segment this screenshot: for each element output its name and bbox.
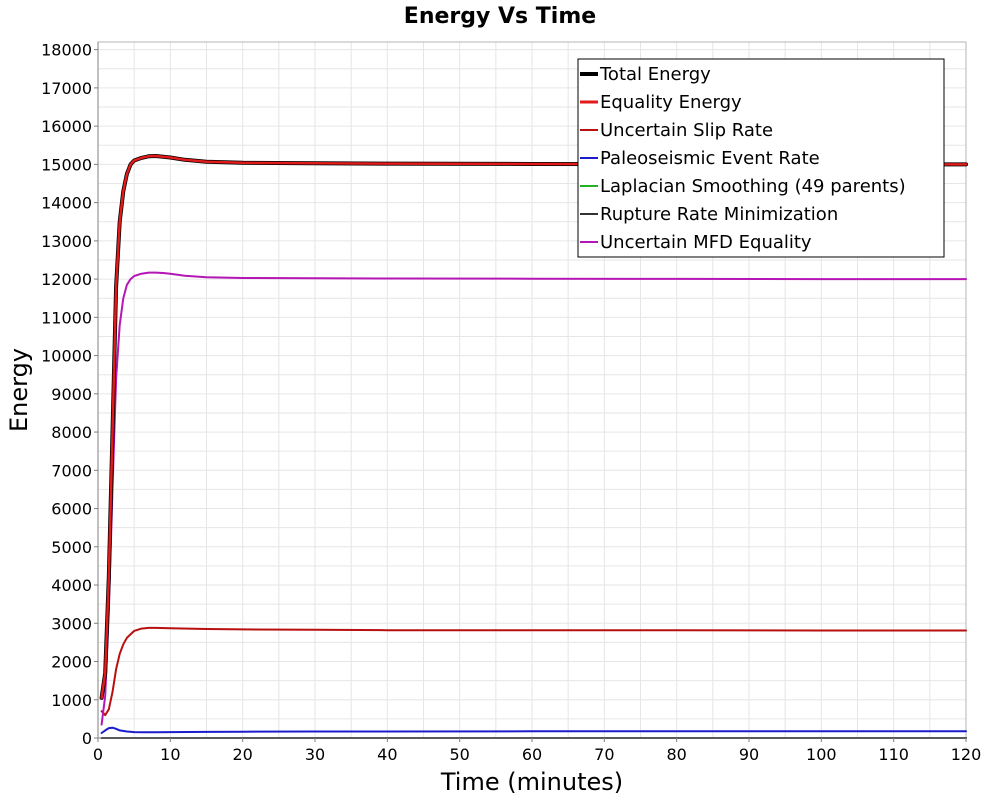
y-tick-label: 1000	[51, 691, 92, 710]
x-tick-label: 50	[449, 745, 469, 764]
legend-label-rupture-rate-minimization: Rupture Rate Minimization	[600, 204, 838, 225]
axes: 0 10 20 30 40 50 60 70 80 90 100 110 120 0 1000 2000 300…	[41, 41, 981, 764]
legend-label-laplacian-smoothing-49-parents: Laplacian Smoothing (49 parents)	[600, 176, 906, 197]
legend-label-equality-energy: Equality Energy	[600, 92, 742, 113]
y-tick-label: 13000	[41, 232, 92, 251]
y-axis-label: Energy	[5, 348, 33, 432]
x-tick-label: 40	[377, 745, 397, 764]
y-tick-label: 16000	[41, 117, 92, 136]
x-tick-label: 90	[739, 745, 759, 764]
legend-label-total-energy: Total Energy	[599, 64, 711, 85]
legend-label-paleoseismic-event-rate: Paleoseismic Event Rate	[600, 148, 820, 169]
grid	[98, 42, 967, 738]
y-tick-label: 9000	[51, 385, 92, 404]
x-tick-label: 0	[93, 745, 103, 764]
legend: Total Energy Equality Energy Uncertain Sli…	[577, 58, 945, 258]
y-tick-label: 5000	[51, 538, 92, 557]
x-tick-label: 60	[522, 745, 542, 764]
chart-title: Energy Vs Time	[404, 4, 596, 29]
legend-label-uncertain-slip-rate: Uncertain Slip Rate	[600, 120, 773, 141]
series-line-uncertain-slip-rate	[100, 626, 967, 717]
legend-box	[577, 58, 945, 258]
y-tick-label: 18000	[41, 41, 92, 60]
y-tick-label: 12000	[41, 270, 92, 289]
x-tick-label: 20	[232, 745, 252, 764]
x-tick-label: 80	[666, 745, 686, 764]
x-tick-label: 10	[160, 745, 180, 764]
y-tick-label: 0	[82, 729, 92, 748]
x-tick-label: 100	[806, 745, 837, 764]
legend-items: Total Energy Equality Energy Uncertain Sli…	[580, 64, 906, 253]
series-line-equality-energy	[100, 154, 968, 700]
x-tick-label: 30	[305, 745, 325, 764]
x-axis-label: Time (minutes)	[440, 768, 623, 796]
y-tick-label: 8000	[51, 423, 92, 442]
series-line-uncertain-mfd-equality	[100, 271, 967, 726]
y-tick-label: 14000	[41, 194, 92, 213]
x-tick-label: 120	[951, 745, 982, 764]
y-tick-label: 17000	[41, 79, 92, 98]
y-tick-label: 10000	[41, 347, 92, 366]
x-tick-label: 110	[878, 745, 909, 764]
series-line-paleoseismic-event-rate	[100, 726, 967, 734]
y-tick-label: 11000	[41, 308, 92, 327]
y-tick-label: 7000	[51, 461, 92, 480]
x-tick-label: 70	[594, 745, 614, 764]
y-tick-label: 4000	[51, 576, 92, 595]
y-tick-label: 3000	[51, 614, 92, 633]
y-tick-label: 6000	[51, 500, 92, 519]
legend-label-uncertain-mfd-equality: Uncertain MFD Equality	[600, 232, 812, 253]
y-tick-label: 2000	[51, 653, 92, 672]
y-tick-label: 15000	[41, 155, 92, 174]
